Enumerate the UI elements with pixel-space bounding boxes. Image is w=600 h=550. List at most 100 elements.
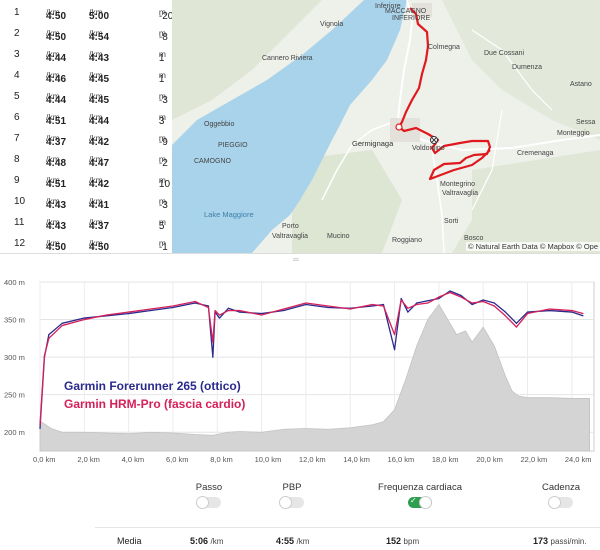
split-number: 11 — [14, 217, 25, 228]
toggle-switch[interactable]: ✓ — [408, 496, 432, 509]
route-map[interactable]: Inferiore MACCAGNO INFERIORE Vignola Can… — [172, 0, 600, 253]
data-point — [515, 322, 518, 324]
map-label: Cannero Riviera — [262, 55, 313, 62]
legend-series-2: Garmin HRM-Pro (fascia cardio) — [64, 397, 245, 411]
data-point — [194, 302, 196, 304]
data-point — [549, 308, 551, 310]
split-row[interactable]: 11 4:43 /km 4:37 /km 5 m — [0, 213, 172, 234]
data-point — [61, 322, 63, 324]
toggle-passo[interactable]: Passo — [185, 482, 233, 513]
split-row[interactable]: 12 4:50 /km 4:50 /km -1 m — [0, 234, 172, 255]
split-row[interactable]: 9 4:51 /km 4:42 /km 10 m — [0, 171, 172, 192]
split-elevation: 3 m — [158, 112, 166, 127]
map-label: Dumenza — [512, 64, 542, 71]
split-elevation: -2 m — [158, 154, 168, 169]
split-pace-b: 4:42 /km — [89, 133, 110, 148]
x-tick-label: 10,0 km — [255, 455, 282, 464]
split-pace-b: 4:42 /km — [89, 175, 110, 190]
data-point — [327, 306, 329, 309]
split-pace-a: 4:51 /km — [46, 112, 67, 127]
data-point — [238, 311, 241, 313]
summary-label: Media — [117, 536, 142, 546]
data-point — [382, 303, 385, 306]
map-attribution[interactable]: © Natural Earth Data © Mapbox © Ope — [466, 242, 600, 251]
data-point — [261, 314, 263, 316]
split-elevation: -1 m — [158, 238, 168, 253]
map-label: Monteggio — [557, 130, 590, 137]
summary-pace: 5:06 /km — [190, 536, 224, 546]
legend-series-1: Garmin Forerunner 265 (ottico) — [64, 379, 241, 393]
split-pace-b: 4:37 /km — [89, 217, 110, 232]
toggle-switch[interactable] — [279, 496, 304, 509]
x-tick-label: 8,0 km — [210, 455, 233, 464]
toggle-label: Passo — [195, 482, 223, 493]
data-point — [400, 299, 402, 301]
map-label: Sessa — [576, 119, 596, 126]
x-tick-label: 0,0 km — [33, 455, 56, 464]
data-point — [218, 317, 221, 319]
split-elevation: -3 m — [158, 91, 168, 106]
map-label: Voldomino — [412, 145, 445, 152]
toggle-label: PBP — [282, 482, 302, 493]
data-point — [493, 302, 495, 304]
split-row[interactable]: 4 4:46 /km 4:45 /km 1 m — [0, 66, 172, 87]
split-row[interactable]: 8 4:48 /km 4:47 /km -2 m — [0, 150, 172, 171]
split-number: 9 — [14, 175, 20, 186]
split-elevation: -9 m — [158, 133, 168, 148]
split-pace-b: 5:00 /km — [89, 7, 110, 22]
map-canvas[interactable]: Inferiore MACCAGNO INFERIORE Vignola Can… — [172, 0, 600, 253]
y-tick-label: 200 m — [4, 428, 25, 437]
data-point — [283, 308, 285, 310]
route-line — [397, 7, 492, 181]
data-point — [227, 307, 229, 309]
summary-gap: 4:55 /km — [276, 536, 310, 546]
data-point — [382, 305, 385, 307]
y-tick-label: 400 m — [4, 278, 25, 287]
split-number: 4 — [14, 70, 20, 81]
split-pace-b: 4:45 /km — [89, 91, 110, 106]
split-row[interactable]: 1 4:50 /km 5:00 /km -20 m — [0, 3, 174, 24]
heart-rate-chart[interactable]: 200 m 250 m 300 m 350 m 400 m 0,0 km 2,0 km 4,0… — [0, 262, 600, 467]
toggle-cadenza[interactable]: Cadenza — [532, 482, 590, 513]
split-pace-b: 4:50 /km — [89, 238, 110, 253]
elevation-profile — [39, 303, 590, 452]
split-row[interactable]: 3 4:44 /km 4:43 /km 1 m — [0, 45, 172, 66]
data-point — [238, 309, 241, 312]
series-line-2 — [39, 291, 584, 425]
split-elevation: -20 m — [158, 7, 174, 22]
split-number: 1 — [14, 7, 20, 18]
map-label: Colmegna — [428, 44, 460, 51]
x-tick-label: 20,0 km — [476, 455, 503, 464]
toggle-frequenza-cardiaca[interactable]: Frequenza cardiaca ✓ — [368, 482, 472, 513]
split-row[interactable]: 7 4:37 /km 4:42 /km -9 m — [0, 129, 172, 150]
map-label: Porto — [282, 223, 299, 230]
split-row[interactable]: 2 4:50 /km 4:54 /km -8 m — [0, 24, 172, 45]
split-number: 5 — [14, 91, 20, 102]
toggle-switch[interactable] — [196, 496, 221, 509]
split-elevation: 1 m — [158, 49, 166, 64]
data-point — [407, 307, 409, 309]
data-point — [571, 311, 573, 313]
toggle-switch[interactable] — [548, 496, 573, 509]
data-point — [305, 302, 307, 304]
data-point — [427, 300, 429, 302]
split-row[interactable]: 6 4:51 /km 4:44 /km 3 m — [0, 108, 172, 129]
data-point — [172, 306, 174, 309]
split-number: 8 — [14, 154, 20, 165]
split-row[interactable]: 10 4:43 /km 4:41 /km -3 m — [0, 192, 172, 213]
data-point — [172, 305, 174, 307]
data-point — [83, 318, 85, 321]
map-label: Montegrino — [440, 181, 475, 188]
data-point — [48, 333, 50, 336]
x-tick-label: 16,0 km — [388, 455, 415, 464]
toggle-pbp[interactable]: PBP — [269, 482, 315, 513]
data-point — [407, 311, 409, 313]
split-row[interactable]: 5 4:44 /km 4:45 /km -3 m — [0, 87, 172, 108]
panel-divider[interactable]: ═ — [0, 253, 600, 264]
y-tick-label: 250 m — [4, 391, 25, 400]
x-tick-label: 22,0 km — [521, 455, 548, 464]
x-tick-label: 4,0 km — [122, 455, 145, 464]
map-label: Valtravaglia — [272, 233, 308, 240]
resize-grip-icon[interactable]: ═ — [293, 255, 299, 264]
data-point — [438, 297, 440, 300]
